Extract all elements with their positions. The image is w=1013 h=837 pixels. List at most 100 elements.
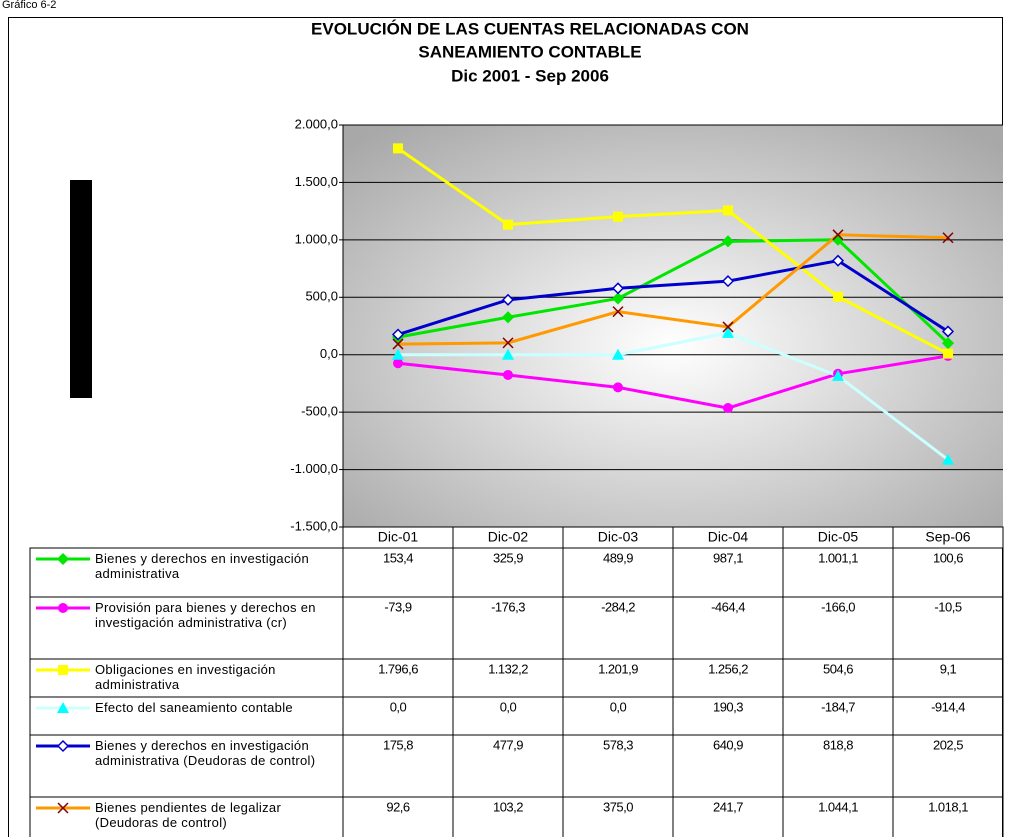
data-label: 818,8	[823, 737, 853, 752]
marker	[501, 311, 515, 324]
data-label: 0,0	[610, 699, 627, 714]
marker	[503, 219, 513, 230]
data-label: 9,1	[940, 661, 957, 676]
data-label: 477,9	[493, 737, 523, 752]
x-tick-label: Dic-01	[378, 529, 419, 545]
marker	[57, 802, 69, 814]
data-label: 1.201,9	[598, 661, 638, 676]
legend-label: Bienes y derechos en investigación admin…	[95, 738, 316, 768]
data-label: 1.018,1	[928, 799, 968, 814]
data-label: -166,0	[821, 599, 855, 614]
marker	[502, 337, 514, 349]
marker	[831, 254, 845, 267]
data-label: -914,4	[931, 699, 965, 714]
marker	[503, 369, 513, 380]
marker	[393, 143, 403, 154]
data-label: 325,9	[493, 550, 523, 565]
marker	[613, 211, 623, 222]
marker	[502, 348, 514, 360]
legend-label: Provisión para bienes y derechos en inve…	[95, 600, 316, 630]
data-label: -284,2	[601, 599, 635, 614]
marker	[723, 403, 733, 414]
data-label: 1.001,1	[818, 550, 858, 565]
marker	[57, 702, 69, 713]
data-label: 241,7	[713, 799, 743, 814]
marker	[611, 282, 625, 295]
marker	[392, 338, 404, 350]
y-tick-label: 500,0	[305, 289, 338, 304]
data-label: 578,3	[603, 737, 633, 752]
legend-label: Bienes y derechos en investigación admin…	[95, 551, 309, 581]
marker	[611, 292, 625, 305]
table-row	[29, 796, 1004, 837]
chart-title: SANEAMIENTO CONTABLE	[418, 42, 641, 61]
marker	[832, 369, 844, 381]
legend-label-box: Bienes y derechos en investigación admin…	[95, 738, 316, 768]
data-label: 103,2	[493, 799, 523, 814]
data-label: 1.044,1	[818, 799, 858, 814]
data-label: 504,6	[823, 661, 853, 676]
series-line	[397, 354, 949, 410]
legend-label-box: Provisión para bienes y derechos en inve…	[95, 600, 316, 630]
legend-label: Efecto del saneamiento contable	[95, 700, 293, 715]
series-line	[398, 331, 949, 461]
series-line	[397, 147, 949, 356]
data-label: 190,3	[713, 699, 743, 714]
series-line	[397, 238, 950, 345]
data-label: 0,0	[390, 699, 407, 714]
marker	[721, 235, 735, 248]
data-label: 640,9	[713, 737, 743, 752]
y-tick-label: -500,0	[301, 404, 338, 419]
series-line	[397, 259, 949, 336]
marker	[612, 348, 624, 360]
chart-title: EVOLUCIÓN DE LAS CUENTAS RELACIONADAS CO…	[311, 19, 749, 38]
data-label: 175,8	[383, 737, 413, 752]
y-tick-label: -1.500,0	[290, 518, 338, 533]
data-label: 202,5	[933, 737, 963, 752]
legend-label-box: Obligaciones en investigación administra…	[95, 662, 275, 692]
data-label: 1.132,2	[488, 661, 528, 676]
x-tick-label: Dic-05	[818, 529, 859, 545]
marker	[941, 325, 955, 338]
marker	[501, 293, 515, 306]
marker	[722, 321, 734, 333]
data-label: 100,6	[933, 550, 963, 565]
x-tick-label: Dic-02	[488, 529, 529, 545]
marker	[612, 306, 624, 318]
data-label: 1.256,2	[708, 661, 748, 676]
marker	[723, 205, 733, 216]
y-tick-label: 1.000,0	[295, 231, 338, 246]
data-label: -73,9	[384, 599, 411, 614]
data-label: 0,0	[500, 699, 517, 714]
legend-label: Bienes pendientes de legalizar (Deudoras…	[95, 800, 282, 830]
marker	[393, 358, 403, 369]
data-label: 375,0	[603, 799, 633, 814]
data-label: 153,4	[383, 550, 413, 565]
marker	[941, 337, 955, 350]
chart-title: Dic 2001 - Sep 2006	[451, 66, 609, 85]
x-tick-label: Dic-03	[598, 529, 639, 545]
data-label: 987,1	[713, 550, 743, 565]
marker	[721, 275, 735, 288]
caption: Gráfico 6-2	[2, 0, 56, 11]
y-tick-label: 2.000,0	[295, 116, 338, 131]
x-tick-label: Dic-04	[708, 529, 749, 545]
marker	[58, 665, 68, 675]
data-label: -184,7	[821, 699, 855, 714]
data-label: -464,4	[711, 599, 745, 614]
marker	[832, 229, 844, 241]
legend-label-box: Efecto del saneamiento contable	[95, 700, 293, 715]
marker	[833, 291, 843, 302]
marker	[392, 348, 404, 360]
marker	[722, 326, 734, 338]
marker	[56, 552, 70, 566]
series-line	[397, 233, 949, 346]
marker	[391, 328, 405, 341]
legend-label-box: Bienes y derechos en investigación admin…	[95, 551, 309, 581]
marker	[58, 603, 68, 613]
legend-label-box: Bienes pendientes de legalizar (Deudoras…	[95, 800, 282, 830]
y-tick-label: 0,0	[320, 346, 338, 361]
y-tick-label: 1.500,0	[295, 174, 338, 189]
marker	[943, 348, 953, 359]
